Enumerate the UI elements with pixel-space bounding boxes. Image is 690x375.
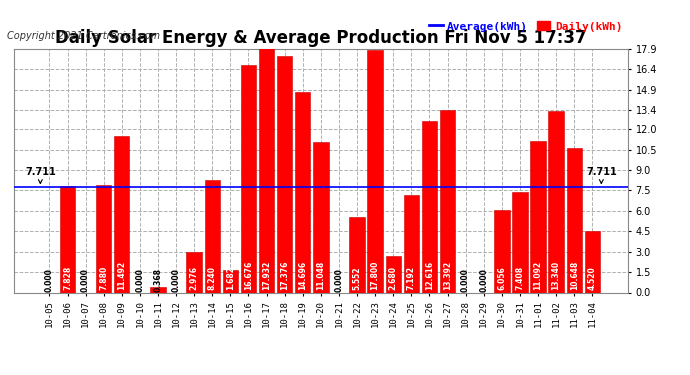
Text: 0.000: 0.000 <box>81 268 90 292</box>
Text: 0.368: 0.368 <box>153 268 162 292</box>
Bar <box>259 48 274 292</box>
Bar <box>223 270 238 292</box>
Text: 0.000: 0.000 <box>45 268 54 292</box>
Bar <box>349 217 365 292</box>
Bar <box>313 142 328 292</box>
Bar <box>150 288 166 292</box>
Text: 13.340: 13.340 <box>551 261 560 291</box>
Text: 7.711: 7.711 <box>586 166 617 183</box>
Text: 11.048: 11.048 <box>316 261 326 291</box>
Bar <box>277 56 293 292</box>
Text: 7.880: 7.880 <box>99 266 108 291</box>
Text: 17.932: 17.932 <box>262 261 271 291</box>
Text: 2.680: 2.680 <box>388 267 397 291</box>
Legend: Average(kWh), Daily(kWh): Average(kWh), Daily(kWh) <box>429 21 622 32</box>
Text: 0.000: 0.000 <box>335 268 344 292</box>
Text: 17.800: 17.800 <box>371 261 380 291</box>
Bar <box>186 252 202 292</box>
Text: 7.828: 7.828 <box>63 266 72 291</box>
Text: 0.000: 0.000 <box>172 268 181 292</box>
Bar <box>584 231 600 292</box>
Text: Copyright 2021 Cartronics.com: Copyright 2021 Cartronics.com <box>7 32 160 41</box>
Text: 5.552: 5.552 <box>353 267 362 291</box>
Text: 7.711: 7.711 <box>25 166 56 183</box>
Text: 7.192: 7.192 <box>407 267 416 291</box>
Text: 10.648: 10.648 <box>570 261 579 291</box>
Bar <box>241 65 256 292</box>
Text: 11.092: 11.092 <box>533 261 542 291</box>
Text: 11.492: 11.492 <box>117 261 126 291</box>
Text: 12.616: 12.616 <box>425 261 434 291</box>
Text: 13.392: 13.392 <box>443 261 452 291</box>
Bar <box>114 136 130 292</box>
Text: 17.376: 17.376 <box>280 261 289 291</box>
Bar <box>404 195 419 292</box>
Bar <box>386 256 401 292</box>
Bar <box>368 50 383 292</box>
Text: 1.682: 1.682 <box>226 267 235 291</box>
Text: 6.056: 6.056 <box>497 267 506 291</box>
Text: 7.408: 7.408 <box>515 266 524 291</box>
Bar <box>531 141 546 292</box>
Bar <box>440 110 455 292</box>
Bar <box>512 192 528 292</box>
Bar <box>60 186 75 292</box>
Bar <box>295 92 310 292</box>
Text: 4.520: 4.520 <box>588 267 597 291</box>
Bar <box>549 111 564 292</box>
Text: 0.000: 0.000 <box>480 268 489 292</box>
Text: 16.676: 16.676 <box>244 261 253 291</box>
Bar <box>566 147 582 292</box>
Text: 8.240: 8.240 <box>208 267 217 291</box>
Text: 0.000: 0.000 <box>461 268 470 292</box>
Text: 2.976: 2.976 <box>190 267 199 291</box>
Text: 0.000: 0.000 <box>135 268 144 292</box>
Title: Daily Solar Energy & Average Production Fri Nov 5 17:37: Daily Solar Energy & Average Production … <box>55 29 587 47</box>
Bar <box>96 185 111 292</box>
Bar <box>494 210 509 292</box>
Text: 14.696: 14.696 <box>298 261 307 291</box>
Bar <box>204 180 220 292</box>
Bar <box>422 121 437 292</box>
